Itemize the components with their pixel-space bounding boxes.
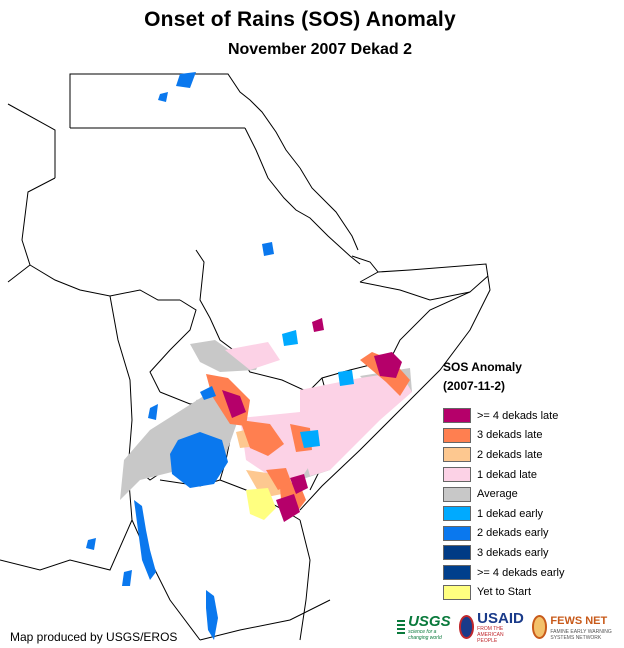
4-dekads-late-areas — [222, 318, 402, 522]
2-dekads-early-areas — [170, 242, 274, 488]
legend-swatch — [443, 447, 471, 463]
legend-item: 1 dekad early — [443, 504, 618, 524]
border-somaliland — [359, 281, 471, 301]
legend-label: 2 dekads late — [477, 448, 543, 461]
usaid-seal-icon — [458, 615, 475, 639]
legend-label: 3 dekads late — [477, 429, 543, 442]
legend-swatch — [443, 408, 471, 424]
legend-item: Average — [443, 484, 618, 504]
legend-swatch — [443, 427, 471, 443]
fewsnet-tagline: FAMINE EARLY WARNING SYSTEMS NETWORK — [550, 628, 612, 641]
usaid-logo: USAID FROM THE AMERICAN PEOPLE — [477, 611, 524, 644]
usaid-logo-text: USAID — [477, 609, 524, 627]
legend-item: >= 4 dekads early — [443, 563, 618, 583]
border-sudan-south — [149, 299, 197, 393]
legend-swatch — [443, 467, 471, 483]
legend-item: 2 dekads late — [443, 445, 618, 465]
legend-label: 3 dekads early — [477, 546, 549, 559]
border-sudan-ethiopia — [195, 249, 237, 353]
legend-item: >= 4 dekads late — [443, 406, 618, 426]
legend-item: 3 dekads late — [443, 426, 618, 446]
anomaly-classes — [86, 72, 412, 640]
legend: SOS Anomaly (2007-11-2) >= 4 dekads late… — [443, 358, 618, 602]
legend-date: (2007-11-2) — [443, 379, 506, 393]
map-title: Onset of Rains (SOS) Anomaly — [144, 8, 456, 31]
usgs-logo: USGS science for a changing world — [408, 614, 451, 641]
usaid-tagline: FROM THE AMERICAN PEOPLE — [477, 625, 504, 644]
fewsnet-logo-text: FEWS NET — [550, 614, 608, 627]
yet-to-start-areas — [246, 488, 276, 520]
border-ethiopia — [235, 275, 489, 393]
legend-label: >= 4 dekads late — [477, 409, 559, 422]
legend-title: SOS Anomaly — [443, 360, 522, 374]
legend-swatch — [443, 506, 471, 522]
usgs-tagline: science for a changing world — [408, 628, 442, 641]
water-bodies — [86, 72, 218, 640]
1-dekad-early-areas — [282, 330, 354, 448]
legend-items: >= 4 dekads late 3 dekads late 2 dekads … — [443, 406, 618, 602]
border-sudan-red-sea — [244, 127, 361, 265]
border-misc-east-drc — [0, 519, 133, 571]
legend-label: Yet to Start — [477, 586, 532, 599]
legend-item: 3 dekads early — [443, 543, 618, 563]
legend-item: 1 dekad late — [443, 465, 618, 485]
legend-item: Yet to Start — [443, 582, 618, 602]
usgs-logo-text: USGS — [408, 612, 451, 630]
map-subtitle: November 2007 Dekad 2 — [227, 41, 413, 58]
border-djibouti — [351, 255, 379, 283]
usgs-logo-icon — [397, 620, 406, 634]
agency-logos: USGS science for a changing world USAID … — [397, 611, 624, 644]
legend-swatch — [443, 565, 471, 581]
legend-swatch — [443, 584, 471, 600]
legend-swatch — [443, 486, 471, 502]
legend-label: 2 dekads early — [477, 527, 549, 540]
border-car — [29, 264, 180, 301]
border-tz-coast — [299, 519, 311, 641]
border-tz-south — [199, 599, 331, 641]
fewsnet-logo: FEWS NET FAMINE EARLY WARNING SYSTEMS NE… — [550, 614, 616, 641]
fewsnet-seal-icon — [531, 615, 548, 639]
map-credit: Map produced by USGS/EROS — [10, 630, 178, 644]
legend-item: 2 dekads early — [443, 524, 618, 544]
anomaly-map — [0, 72, 491, 641]
legend-label: 1 dekad early — [477, 507, 544, 520]
legend-swatch — [443, 525, 471, 541]
border-egypt-west — [69, 73, 301, 169]
border-somalia-outer — [299, 263, 491, 511]
border-chad-sudan — [7, 177, 56, 283]
border-libya-sudan — [7, 103, 56, 178]
border-eritrea — [299, 167, 359, 251]
legend-label: Average — [477, 488, 518, 501]
legend-label: >= 4 dekads early — [477, 566, 565, 579]
legend-swatch — [443, 545, 471, 561]
legend-label: 1 dekad late — [477, 468, 537, 481]
